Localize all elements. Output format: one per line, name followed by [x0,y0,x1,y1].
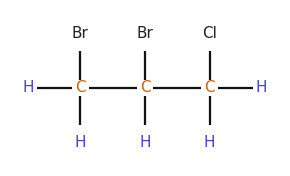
Text: C: C [140,80,150,96]
Text: Br: Br [72,26,89,40]
Text: H: H [204,136,215,150]
Text: C: C [75,80,86,96]
Text: H: H [139,136,151,150]
Text: Br: Br [137,26,153,40]
Text: H: H [75,136,86,150]
Text: Cl: Cl [202,26,217,40]
Text: H: H [255,80,267,96]
Text: H: H [23,80,35,96]
Text: C: C [204,80,215,96]
